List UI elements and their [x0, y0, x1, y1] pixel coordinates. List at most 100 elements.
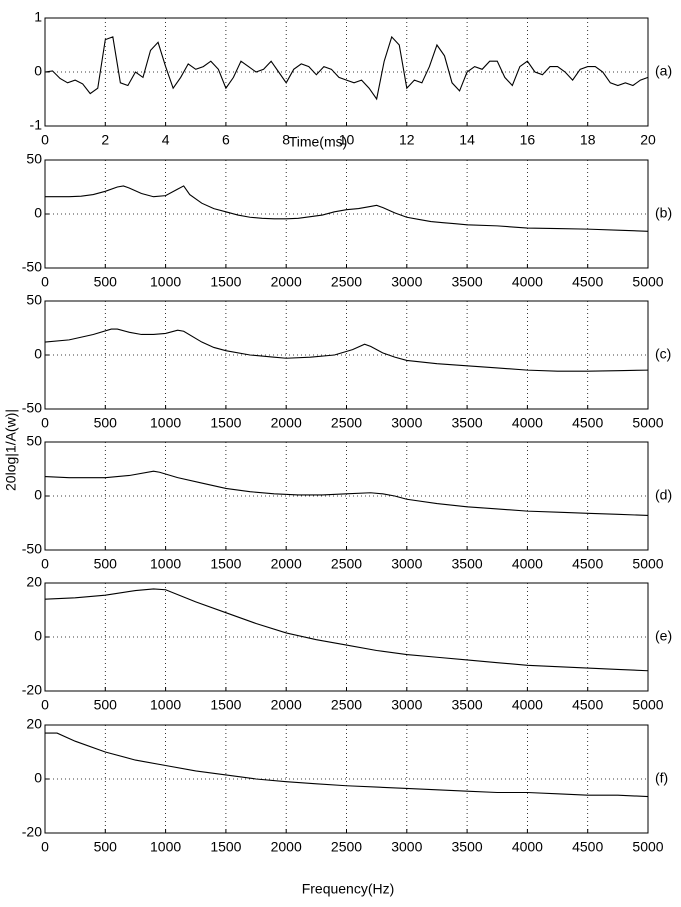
y-tick-label: -50 [22, 400, 42, 416]
panel-label: (a) [655, 63, 672, 79]
x-tick-label: 500 [94, 415, 118, 431]
x-tick-label: 12 [399, 132, 415, 148]
x-tick-label: 4500 [572, 839, 603, 855]
y-tick-label: 50 [26, 151, 42, 167]
panel-label: (c) [655, 346, 671, 362]
x-tick-label: 4500 [572, 274, 603, 290]
x-tick-label: 4500 [572, 697, 603, 713]
x-tick-label: 5000 [632, 839, 663, 855]
x-tick-label: 5000 [632, 697, 663, 713]
line [44, 328, 649, 372]
line [44, 588, 649, 672]
x-tick-label: 2500 [331, 556, 362, 572]
x-tick-label: 3000 [391, 697, 422, 713]
panel-label: (d) [655, 487, 672, 503]
x-tick-label: 1000 [150, 839, 181, 855]
y-tick-label: 20 [26, 574, 42, 590]
x-tick-label: 1500 [210, 274, 241, 290]
x-tick-label: 4000 [512, 415, 543, 431]
y-tick-label: 1 [34, 9, 42, 25]
panel-label: (e) [655, 628, 672, 644]
x-tick-label: 4000 [512, 839, 543, 855]
x-tick-label: 4500 [572, 556, 603, 572]
y-tick-label: -20 [22, 682, 42, 698]
x-tick-label: 500 [94, 839, 118, 855]
x-tick-label: 2500 [331, 274, 362, 290]
x-tick-label: 4 [162, 132, 170, 148]
x-tick-label: 2000 [271, 697, 302, 713]
x-tick-label: 1000 [150, 697, 181, 713]
x-tick-label: 5000 [632, 556, 663, 572]
x-tick-label: 14 [459, 132, 475, 148]
x-tick-label: 3500 [452, 839, 483, 855]
x-tick-label: 0 [41, 556, 49, 572]
x-tick-label: 3500 [452, 697, 483, 713]
x-tick-label: 1500 [210, 697, 241, 713]
x-tick-label: 18 [580, 132, 596, 148]
x-tick-label: 2000 [271, 839, 302, 855]
x-tick-label: 1500 [210, 415, 241, 431]
x-tick-label: 16 [520, 132, 536, 148]
x-tick-label: 20 [640, 132, 656, 148]
x-tick-label: 3000 [391, 415, 422, 431]
x-tick-label: 3500 [452, 556, 483, 572]
x-tick-label: 3000 [391, 274, 422, 290]
line [44, 35, 649, 101]
x-tick-label: 500 [94, 274, 118, 290]
x-tick-label: 3000 [391, 839, 422, 855]
x-tick-label: 1000 [150, 274, 181, 290]
x-tick-label: 2000 [271, 556, 302, 572]
x-tick-label: 1000 [150, 415, 181, 431]
y-tick-label: 0 [34, 628, 42, 644]
line [45, 732, 649, 798]
x-tick-label: 0 [41, 697, 49, 713]
y-axis-label: 20log|1/A(w)| [3, 409, 19, 491]
y-tick-label: 50 [26, 292, 42, 308]
x-tick-label: 2500 [331, 415, 362, 431]
x-tick-label: 10 [339, 132, 355, 148]
x-axis-label: Time(ms) [289, 134, 348, 150]
line [45, 185, 649, 232]
x-tick-label: 500 [94, 697, 118, 713]
x-tick-label: 2500 [331, 839, 362, 855]
y-tick-label: -50 [22, 541, 42, 557]
y-tick-label: -20 [22, 824, 42, 840]
y-tick-label: 0 [34, 346, 42, 362]
y-tick-label: -50 [22, 259, 42, 275]
x-tick-label: 0 [41, 415, 49, 431]
x-tick-label: 6 [222, 132, 230, 148]
x-axis-label: Frequency(Hz) [302, 881, 395, 897]
panel-label: (b) [655, 205, 672, 221]
y-tick-label: 0 [34, 487, 42, 503]
x-tick-label: 1500 [210, 556, 241, 572]
x-tick-label: 4000 [512, 697, 543, 713]
x-tick-label: 1500 [210, 839, 241, 855]
x-tick-label: 2000 [271, 274, 302, 290]
x-tick-label: 3500 [452, 415, 483, 431]
x-tick-label: 2500 [331, 697, 362, 713]
x-tick-label: 0 [41, 132, 49, 148]
x-tick-label: 3000 [391, 556, 422, 572]
x-tick-label: 1000 [150, 556, 181, 572]
y-tick-label: 50 [26, 433, 42, 449]
y-tick-label: 20 [26, 716, 42, 732]
x-tick-label: 4000 [512, 556, 543, 572]
y-tick-label: 0 [34, 63, 42, 79]
x-tick-label: 4000 [512, 274, 543, 290]
x-tick-label: 2000 [271, 415, 302, 431]
x-tick-label: 0 [41, 274, 49, 290]
x-tick-label: 500 [94, 556, 118, 572]
panel-label: (f) [655, 770, 668, 786]
x-tick-label: 8 [282, 132, 290, 148]
line [44, 470, 649, 516]
y-tick-label: 0 [34, 770, 42, 786]
y-tick-label: 0 [34, 205, 42, 221]
x-tick-label: 5000 [632, 415, 663, 431]
y-tick-label: -1 [30, 117, 43, 133]
x-tick-label: 3500 [452, 274, 483, 290]
x-tick-label: 5000 [632, 274, 663, 290]
x-tick-label: 0 [41, 839, 49, 855]
x-tick-label: 4500 [572, 415, 603, 431]
x-tick-label: 2 [101, 132, 109, 148]
